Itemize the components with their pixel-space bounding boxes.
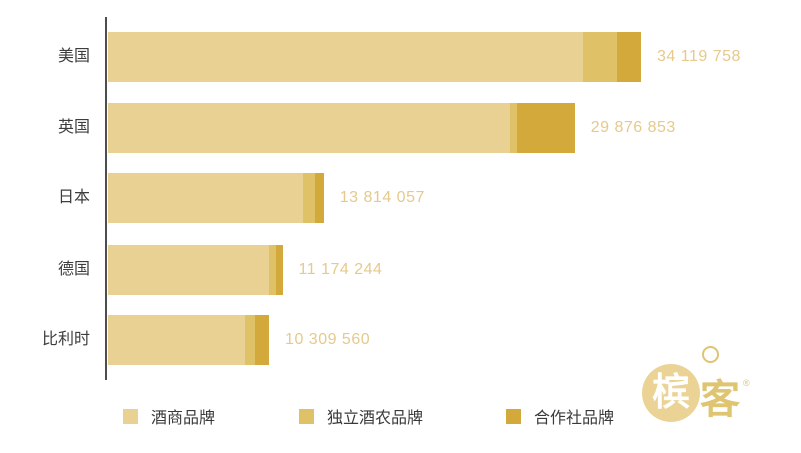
category-label: 德国 xyxy=(57,261,90,278)
bar-segment xyxy=(268,245,276,295)
legend: 酒商品牌 独立酒农品牌 合作社品牌 xyxy=(0,407,801,427)
category-label: 比利时 xyxy=(41,331,90,348)
legend-item: 酒商品牌 xyxy=(123,407,216,427)
bar-segment xyxy=(275,245,283,295)
bar-segment xyxy=(254,315,270,365)
category-label: 英国 xyxy=(57,119,90,136)
legend-label: 独立酒农品牌 xyxy=(327,410,424,427)
bar-segment xyxy=(516,103,575,153)
bar-segment xyxy=(108,103,510,153)
brand-logo: 槟 客 ® xyxy=(640,340,770,440)
legend-swatch-icon xyxy=(506,408,521,424)
logo-outer-character: 客 xyxy=(700,378,740,422)
bar-segment xyxy=(582,32,617,82)
category-label: 日本 xyxy=(57,189,90,206)
bar-segment xyxy=(245,315,255,365)
legend-swatch-icon xyxy=(123,408,138,424)
stacked-bar xyxy=(108,245,283,295)
value-label: 13 814 057 xyxy=(339,189,425,206)
logo-circle-icon: 槟 xyxy=(642,364,700,422)
bar-segment xyxy=(108,32,583,82)
value-label: 34 119 758 xyxy=(657,48,741,65)
bar-segment xyxy=(108,245,269,295)
stacked-bar xyxy=(108,32,641,82)
bar-segment xyxy=(108,315,245,365)
y-axis-line xyxy=(105,17,107,380)
legend-swatch-icon xyxy=(299,408,314,424)
stacked-bar xyxy=(108,173,324,223)
bar-segment xyxy=(303,173,316,223)
logo-inner-character: 槟 xyxy=(651,372,690,414)
registered-trademark-symbol: ® xyxy=(743,378,750,388)
bar-segment xyxy=(315,173,324,223)
legend-label: 合作社品牌 xyxy=(534,410,615,427)
bar-segment xyxy=(616,32,641,82)
value-label: 10 309 560 xyxy=(285,331,371,348)
value-label: 29 876 853 xyxy=(590,119,676,136)
bar-segment xyxy=(509,103,517,153)
bar-segment xyxy=(108,173,304,223)
value-label: 11 174 244 xyxy=(298,261,383,278)
legend-item: 合作社品牌 xyxy=(506,407,615,427)
category-label: 美国 xyxy=(57,48,90,65)
legend-label: 酒商品牌 xyxy=(151,410,216,427)
stacked-bar xyxy=(108,103,575,153)
legend-item: 独立酒农品牌 xyxy=(299,407,424,427)
bubble-ring-icon xyxy=(702,346,719,363)
stacked-bar xyxy=(108,315,270,365)
